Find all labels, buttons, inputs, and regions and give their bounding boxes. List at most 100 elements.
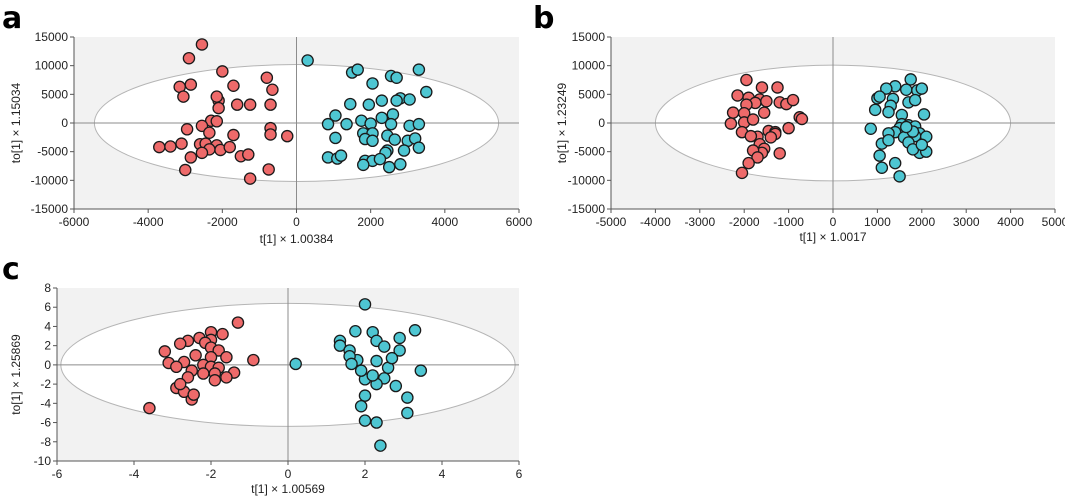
data-point-group-red [212,101,225,115]
data-point-group-red [195,146,209,160]
data-point-group-red [262,163,275,176]
data-point-group-red [180,123,194,136]
y-tick-label: 2 [44,339,51,353]
data-point-group-cyan [329,131,342,145]
x-tick-label: -2 [206,467,217,481]
data-point-group-red [177,90,190,103]
data-point-group-cyan [349,324,362,338]
data-point-group-red [760,94,773,108]
data-point-group-cyan [301,54,314,67]
data-point-group-cyan [354,399,368,413]
data-point-group-red [223,140,236,154]
x-tick-label: -6 [52,467,63,481]
data-point-group-cyan [377,340,391,353]
data-point-group-cyan [412,63,426,76]
data-point-group-cyan [385,351,399,365]
data-point-group-cyan [864,122,877,135]
x-tick-label: 5000 [1042,215,1065,229]
y-axis-label: to[1] × 1.23249 [555,82,569,163]
data-point-group-red [178,163,192,177]
x-tick-label: 6 [516,467,523,481]
data-point-group-cyan [345,357,358,371]
data-point-group-cyan [403,93,416,106]
y-tick-label: -5000 [574,145,605,159]
data-point-group-cyan [875,161,889,174]
data-point-group-cyan [420,85,433,99]
data-point-group-red [197,367,210,380]
data-point-group-cyan [366,77,379,90]
data-point-group-red [795,112,809,126]
data-point-group-red [189,349,202,362]
data-point-group-cyan [351,63,364,76]
x-tick-label: -4000 [640,215,671,229]
x-tick-label: 0 [830,215,837,229]
y-tick-label: -10 [34,454,52,468]
data-point-group-red [212,344,225,357]
data-point-group-cyan [384,117,398,131]
data-point-group-cyan [344,97,357,111]
data-point-group-cyan [382,160,396,174]
data-point-group-cyan [329,109,342,122]
data-point-group-cyan [340,117,353,131]
x-axis-label: t[1] × 1.00569 [251,482,325,496]
data-point-group-red [187,388,200,401]
data-point-group-cyan [356,158,370,172]
y-tick-label: 5000 [578,87,605,101]
panel-b: b -5000 -4000 -3000 -2000 -1000 0 1000 2000 3000… [533,1,1065,244]
data-point-group-red [764,131,778,144]
x-tick-label: 0 [293,215,300,229]
y-tick-label: 15000 [35,30,69,44]
y-tick-label: -2 [40,377,51,391]
data-point-group-cyan [915,138,929,152]
data-point-group-red [175,137,188,150]
x-tick-label: -2000 [207,215,238,229]
data-point-group-cyan [893,170,906,183]
y-tick-label: 0 [44,358,51,372]
data-point-group-red [227,79,240,92]
data-point-group-red [266,83,279,96]
y-tick-label: -4 [40,396,51,410]
y-tick-label: 10000 [572,59,606,73]
data-point-group-red [216,65,229,78]
data-point-group-red [243,172,257,185]
x-tick-label: -1000 [773,215,804,229]
panel-letter-c: c [2,252,20,287]
data-point-group-cyan [412,141,426,154]
x-axis-label: t[1] × 1.0017 [799,230,866,244]
data-point-group-red [230,98,244,111]
data-point-group-red [782,121,795,135]
data-point-group-red [786,93,800,107]
data-point-group-cyan [882,105,895,119]
y-tick-label: -10000 [31,173,69,187]
data-point-group-red [264,128,277,141]
data-point-group-red [173,337,187,350]
y-tick-label: 6 [44,300,51,314]
data-point-group-red [744,129,758,143]
y-tick-label: -5000 [37,145,68,159]
data-point-group-red [773,147,786,160]
data-point-group-red [227,128,240,142]
data-point-group-cyan [915,82,929,95]
data-point-group-cyan [873,149,886,162]
y-tick-label: 15000 [572,30,606,44]
x-tick-label: -2000 [729,215,760,229]
data-point-group-red [216,327,229,341]
data-point-group-cyan [882,133,895,147]
x-tick-label: 4000 [431,215,458,229]
x-tick-label: -5000 [596,215,627,229]
data-point-group-cyan [370,416,383,429]
data-point-group-red [208,374,222,387]
data-point-group-cyan [401,391,414,404]
y-tick-label: -10000 [568,173,606,187]
y-tick-label: -6 [40,416,51,430]
data-point-group-red [203,126,216,139]
x-tick-label: 2000 [357,215,384,229]
data-point-group-red [210,115,224,128]
y-tick-label: 8 [44,281,51,295]
data-point-group-red [184,78,198,91]
y-axis-label: to[1] × 1.25869 [9,334,23,415]
data-point-group-cyan [366,134,379,148]
data-point-group-cyan [873,90,886,103]
panel-letter-b: b [533,1,554,36]
